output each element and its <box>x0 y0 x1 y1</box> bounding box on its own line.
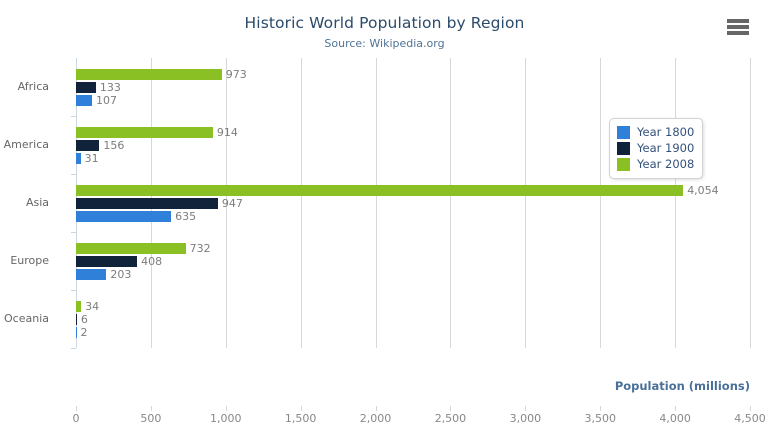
legend-item-year-1900[interactable]: Year 1900 <box>617 140 694 156</box>
x-tick-label: 3,500 <box>584 412 616 425</box>
x-tick-label: 4,000 <box>659 412 691 425</box>
bar-value-label: 156 <box>103 139 125 152</box>
y-tick-mark <box>71 116 76 117</box>
bar-value-label: 947 <box>221 197 243 210</box>
bar-oceania-year-1900[interactable] <box>76 313 77 325</box>
bar-oceania-year-2008[interactable] <box>76 300 82 312</box>
gridline-4000 <box>675 58 677 348</box>
legend-color-swatch <box>617 141 630 155</box>
legend-label: Year 1800 <box>637 125 695 139</box>
gridline-2500 <box>450 58 452 348</box>
bar-america-year-2008[interactable] <box>76 126 213 138</box>
x-tick-mark <box>225 406 227 411</box>
chart-subtitle: Source: Wikipedia.org <box>324 37 445 50</box>
bar-africa-year-2008[interactable] <box>76 68 222 80</box>
gridline-3500 <box>600 58 602 348</box>
x-tick-label: 2,000 <box>359 412 392 425</box>
bar-value-label: 408 <box>141 255 163 268</box>
gridline-1000 <box>225 58 227 348</box>
x-tick-mark <box>375 406 377 411</box>
bar-value-label: 635 <box>175 210 197 223</box>
legend-color-swatch <box>617 125 630 139</box>
bar-value-label: 133 <box>99 81 121 94</box>
x-tick-label: 4,500 <box>734 412 766 425</box>
y-tick-mark <box>71 348 76 349</box>
bar-africa-year-1800[interactable] <box>76 94 93 106</box>
bar-america-year-1900[interactable] <box>76 139 100 151</box>
legend-label: Year 1900 <box>637 141 695 155</box>
x-tick-label: 500 <box>140 412 162 425</box>
x-tick-mark <box>750 406 751 411</box>
bar-asia-year-1900[interactable] <box>76 197 218 209</box>
gridline-4500 <box>750 58 751 348</box>
y-tick-mark <box>71 290 76 291</box>
x-tick-label: 1,500 <box>284 412 317 425</box>
x-tick-label: 0 <box>72 412 80 425</box>
gridline-2000 <box>375 58 377 348</box>
x-tick-mark <box>300 406 302 411</box>
bar-oceania-year-1800[interactable] <box>76 326 77 338</box>
bar-value-label: 6 <box>80 313 88 326</box>
menu-line-2 <box>727 25 749 29</box>
bar-value-label: 107 <box>96 94 118 107</box>
bar-africa-year-1900[interactable] <box>76 81 96 93</box>
bar-value-label: 34 <box>85 300 100 313</box>
x-tick-mark <box>675 406 677 411</box>
category-label-africa: Africa <box>17 80 49 93</box>
legend-item-year-2008[interactable]: Year 2008 <box>617 156 694 172</box>
gridline-1500 <box>300 58 302 348</box>
y-tick-mark <box>71 232 76 233</box>
menu-line-1 <box>727 19 749 23</box>
bar-asia-year-2008[interactable] <box>76 184 684 196</box>
chart-container: Historic World Population by Region Sour… <box>4 14 766 425</box>
category-label-america: America <box>3 138 49 151</box>
bar-value-label: 203 <box>110 268 132 281</box>
bar-europe-year-2008[interactable] <box>76 242 186 254</box>
hamburger-menu-icon[interactable] <box>727 19 749 36</box>
y-tick-mark <box>71 174 76 175</box>
x-tick-label: 2,500 <box>434 412 467 425</box>
chart-legend: Year 1800 Year 1900 Year 2008 <box>609 118 704 179</box>
bar-america-year-1800[interactable] <box>76 152 81 164</box>
plot-area: 0 500 1,000 1,500 2,000 2,500 3,000 3,500 4,000 4… <box>4 58 766 425</box>
bar-asia-year-1800[interactable] <box>76 210 172 222</box>
bar-value-label: 914 <box>216 126 238 139</box>
bar-value-label: 31 <box>84 152 99 165</box>
x-tick-label: 3,000 <box>509 412 542 425</box>
category-label-europe: Europe <box>10 254 49 267</box>
bar-value-label: 2 <box>80 326 88 339</box>
x-axis-title[interactable]: Population (millions) <box>614 379 750 393</box>
bar-value-label: 4,054 <box>687 184 719 197</box>
gridline-3000 <box>525 58 527 348</box>
bar-value-label: 732 <box>189 242 211 255</box>
legend-label: Year 2008 <box>637 157 695 171</box>
x-tick-mark <box>525 406 527 411</box>
bar-europe-year-1900[interactable] <box>76 255 138 267</box>
x-tick-label: 1,000 <box>210 412 242 425</box>
x-tick-mark <box>450 406 452 411</box>
category-label-oceania: Oceania <box>4 312 49 325</box>
menu-line-3 <box>727 31 749 35</box>
bar-europe-year-1800[interactable] <box>76 268 107 280</box>
chart-title: Historic World Population by Region <box>244 14 525 32</box>
x-tick-mark <box>150 406 152 411</box>
category-label-asia: Asia <box>25 196 49 209</box>
bar-value-label: 973 <box>225 68 247 81</box>
x-tick-mark <box>76 406 77 411</box>
legend-item-year-1800[interactable]: Year 1800 <box>617 124 694 140</box>
x-tick-mark <box>600 406 602 411</box>
legend-color-swatch <box>617 157 630 171</box>
